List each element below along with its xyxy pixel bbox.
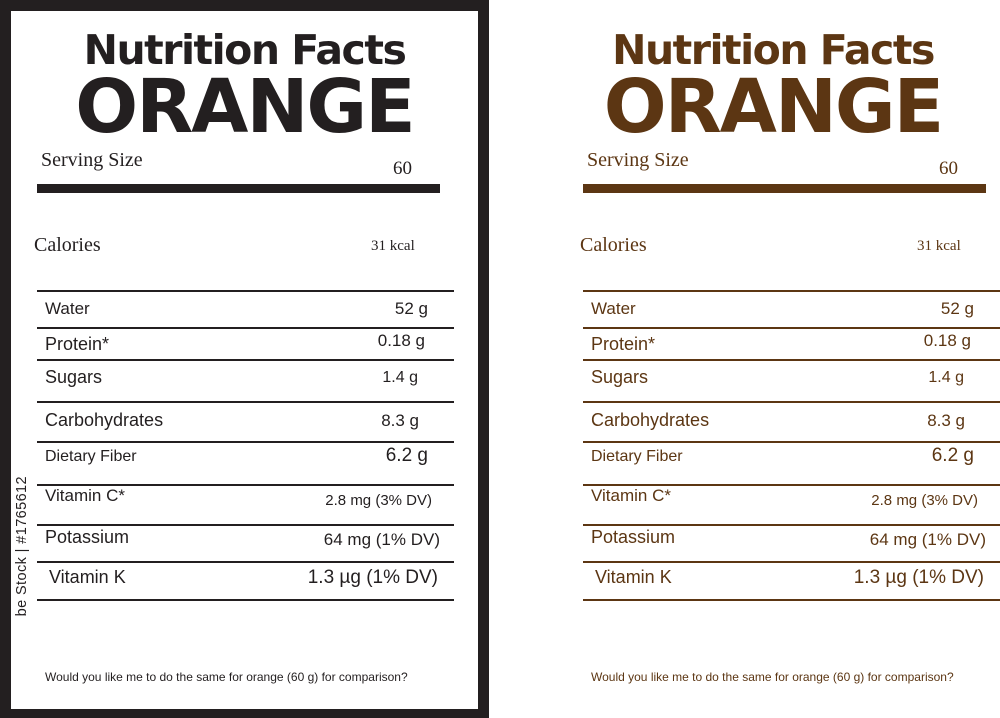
nutrient-value: 52 g	[394, 299, 428, 318]
nutrient-value: 8.3 g	[381, 411, 419, 430]
row-divider	[37, 290, 454, 292]
serving-size-label: Serving Size	[41, 149, 143, 171]
row-divider	[37, 441, 454, 443]
row-divider	[37, 359, 454, 361]
nutrient-value: 1.3 µg (1% DV)	[853, 567, 984, 588]
nutrient-name: Sugars	[45, 367, 103, 387]
nutrient-name: Sugars	[591, 367, 649, 387]
calories-label: Calories	[34, 234, 101, 256]
serving-size-value: 60	[393, 158, 412, 179]
nutrient-name: Water	[45, 299, 90, 318]
row-divider	[37, 561, 454, 563]
calories-value: 31 kcal	[917, 238, 961, 254]
row-divider	[583, 401, 1000, 403]
nutrient-name: Water	[591, 299, 636, 318]
nutrient-value: 2.8 mg (3% DV)	[871, 492, 978, 509]
nutrition-label-brown: Nutrition Facts ORANGE Serving Size 60 C…	[546, 0, 1000, 718]
calories-value: 31 kcal	[371, 238, 415, 254]
row-divider	[37, 484, 454, 486]
calories-label: Calories	[580, 234, 647, 256]
nutrient-value: 0.18 g	[377, 331, 425, 350]
nutrient-name: Vitamin K	[49, 567, 126, 587]
nutrient-name: Dietary Fiber	[45, 448, 137, 465]
row-divider	[583, 524, 1000, 526]
nutrient-value: 6.2 g	[385, 445, 428, 466]
label-border	[0, 0, 489, 718]
row-divider	[583, 599, 1000, 601]
row-divider	[37, 524, 454, 526]
nutrient-name: Vitamin C*	[45, 486, 125, 505]
nutrient-value: 1.3 µg (1% DV)	[307, 567, 438, 588]
footer-note: Would you like me to do the same for ora…	[45, 670, 408, 684]
row-divider	[37, 401, 454, 403]
nutrient-name: Potassium	[591, 527, 676, 547]
nutrient-name: Potassium	[45, 527, 130, 547]
row-divider	[37, 599, 454, 601]
row-divider	[583, 561, 1000, 563]
nutrient-value: 64 mg (1% DV)	[869, 530, 986, 549]
footer-note: Would you like me to do the same for ora…	[591, 670, 954, 684]
serving-divider	[37, 184, 440, 193]
label-title: Nutrition Facts	[83, 26, 407, 74]
nutrient-name: Protein*	[45, 334, 110, 354]
nutrient-value: 64 mg (1% DV)	[323, 530, 440, 549]
nutrient-name: Carbohydrates	[591, 410, 710, 430]
nutrient-name: Protein*	[591, 334, 656, 354]
nutrient-value: 2.8 mg (3% DV)	[325, 492, 432, 509]
nutrient-name: Dietary Fiber	[591, 448, 683, 465]
label-product-name: ORANGE	[75, 64, 415, 150]
serving-size-label: Serving Size	[587, 149, 689, 171]
nutrient-value: 6.2 g	[931, 445, 974, 466]
nutrient-name: Vitamin K	[595, 567, 672, 587]
nutrient-value: 1.4 g	[928, 369, 964, 386]
label-product-name: ORANGE	[603, 64, 944, 150]
row-divider	[583, 327, 1000, 329]
row-divider	[37, 327, 454, 329]
nutrient-value: 8.3 g	[927, 411, 965, 430]
row-divider	[583, 441, 1000, 443]
row-divider	[583, 290, 1000, 292]
label-title: Nutrition Facts	[612, 26, 935, 74]
serving-size-value: 60	[939, 158, 958, 179]
nutrient-name: Vitamin C*	[591, 486, 671, 505]
nutrient-value: 52 g	[940, 299, 974, 318]
row-divider	[583, 359, 1000, 361]
nutrient-value: 1.4 g	[382, 369, 418, 386]
nutrient-value: 0.18 g	[923, 331, 971, 350]
serving-divider	[583, 184, 986, 193]
row-divider	[583, 484, 1000, 486]
nutrient-name: Carbohydrates	[45, 410, 164, 430]
nutrition-label-black: Nutrition Facts ORANGE Serving Size 60 C…	[0, 0, 489, 718]
